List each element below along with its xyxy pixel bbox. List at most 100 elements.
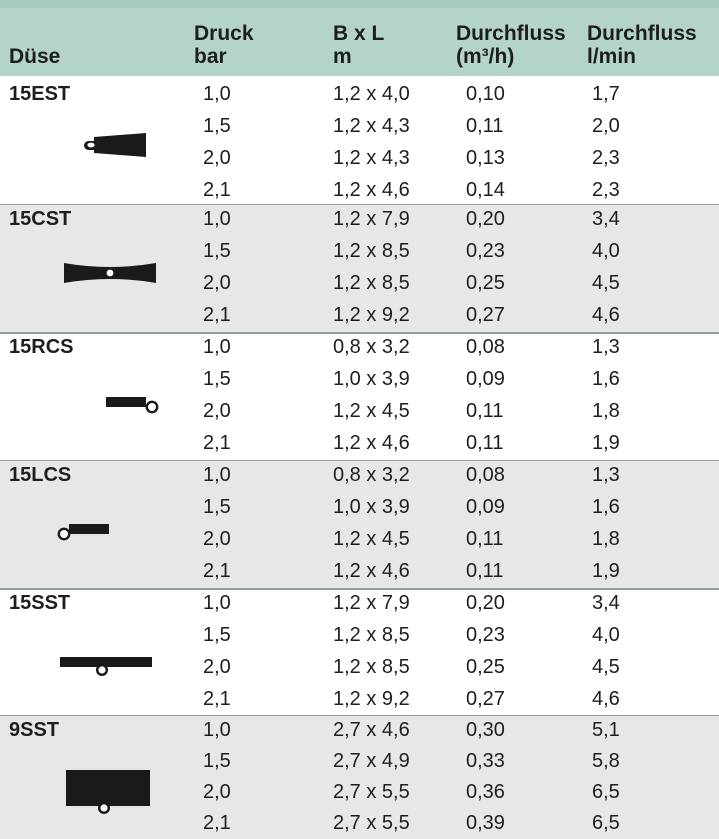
size-cell: 1,2 x 8,5 [333, 240, 410, 262]
nozzle-name: 15LCS [9, 464, 72, 486]
size-cell: 0,8 x 3,2 [333, 336, 410, 358]
flow-m3h-cell: 0,23 [466, 240, 505, 262]
flow-lmin-cell: 4,5 [592, 272, 620, 294]
flow-lmin-cell: 1,6 [592, 368, 620, 390]
flow-m3h-cell: 0,30 [466, 719, 505, 741]
flow-m3h-cell: 0,11 [466, 528, 504, 550]
size-cell: 1,2 x 4,0 [333, 83, 410, 105]
wide-side-strip-nozzle-icon [62, 768, 154, 821]
pressure-cell: 1,5 [203, 624, 231, 646]
flow-lmin-cell: 1,3 [592, 336, 620, 358]
pressure-cell: 2,1 [203, 304, 231, 326]
flow-m3h-cell: 0,20 [466, 208, 505, 230]
flow-m3h-cell: 0,39 [466, 812, 505, 834]
flow-m3h-cell: 0,10 [466, 83, 505, 105]
flow-lmin-cell: 3,4 [592, 592, 620, 614]
size-cell: 2,7 x 4,6 [333, 719, 410, 741]
pressure-cell: 2,0 [203, 656, 231, 678]
flow-lmin-cell: 2,3 [592, 147, 620, 169]
flow-m3h-cell: 0,27 [466, 688, 505, 710]
flow-lmin-cell: 4,6 [592, 304, 620, 326]
pressure-cell: 1,0 [203, 719, 231, 741]
pressure-cell: 2,0 [203, 781, 231, 803]
flow-lmin-cell: 1,8 [592, 528, 620, 550]
flow-m3h-cell: 0,09 [466, 496, 505, 518]
nozzle-group-15sst: 15SST 1,0 1,2 x 7,9 0,20 3,4 1,5 1,2 x 8,5 0,23… [0, 589, 719, 716]
pressure-cell: 1,0 [203, 336, 231, 358]
pressure-cell: 2,0 [203, 400, 231, 422]
size-cell: 1,2 x 7,9 [333, 208, 410, 230]
flow-m3h-cell: 0,36 [466, 781, 505, 803]
nozzle-group-15rcs: 15RCS 1,0 0,8 x 3,2 0,08 1,3 1,5 1,0 x 3,9 0,09… [0, 333, 719, 461]
flow-lmin-cell: 4,5 [592, 656, 620, 678]
nozzle-group-15cst: 15CST 1,0 1,2 x 7,9 0,20 3,4 1,5 1,2 x 8,5 0,23… [0, 205, 719, 333]
pressure-cell: 2,1 [203, 688, 231, 710]
center-strip-nozzle-icon [60, 259, 160, 292]
flow-lmin-cell: 3,4 [592, 208, 620, 230]
nozzle-name: 15RCS [9, 336, 74, 358]
side-strip-nozzle-icon [56, 653, 156, 684]
nozzle-name: 15SST [9, 592, 71, 614]
flow-m3h-cell: 0,08 [466, 336, 505, 358]
pressure-cell: 2,1 [203, 560, 231, 582]
table-header: Düse Druck bar B x L m Durchfluss (m³/h)… [0, 0, 719, 76]
right-corner-strip-nozzle-icon [104, 393, 162, 420]
pressure-cell: 1,0 [203, 208, 231, 230]
size-cell: 1,2 x 8,5 [333, 656, 410, 678]
group-separator [0, 332, 719, 334]
size-cell: 1,2 x 4,5 [333, 400, 410, 422]
flow-lmin-cell: 1,3 [592, 464, 620, 486]
size-cell: 1,2 x 4,3 [333, 147, 410, 169]
header-flow-m3h-line2: (m³/h) [456, 45, 515, 68]
pressure-cell: 1,5 [203, 115, 231, 137]
header-flow-m3h: Durchfluss (m³/h) [456, 22, 566, 68]
flow-m3h-cell: 0,33 [466, 750, 505, 772]
size-cell: 1,2 x 4,5 [333, 528, 410, 550]
nozzle-name: 15CST [9, 208, 72, 230]
size-cell: 2,7 x 5,5 [333, 812, 410, 834]
header-pressure-line1: Druck [194, 22, 254, 45]
end-strip-nozzle-icon [80, 132, 150, 163]
header-flow-lmin-line1: Durchfluss [587, 22, 697, 45]
header-flow-lmin-line2: l/min [587, 45, 637, 68]
flow-lmin-cell: 4,0 [592, 624, 620, 646]
flow-m3h-cell: 0,14 [466, 179, 505, 201]
pressure-cell: 1,0 [203, 592, 231, 614]
size-cell: 1,2 x 8,5 [333, 624, 410, 646]
flow-m3h-cell: 0,11 [466, 560, 504, 582]
header-size-line2: m [333, 45, 352, 68]
nozzle-name: 9SST [9, 719, 60, 741]
pressure-cell: 1,5 [203, 368, 231, 390]
size-cell: 2,7 x 5,5 [333, 781, 410, 803]
flow-m3h-cell: 0,27 [466, 304, 505, 326]
size-cell: 1,0 x 3,9 [333, 496, 410, 518]
pressure-cell: 2,1 [203, 432, 231, 454]
header-size: B x L m [333, 22, 384, 68]
flow-lmin-cell: 1,8 [592, 400, 620, 422]
nozzle-group-9sst: 9SST 1,0 2,7 x 4,6 0,30 5,1 1,5 2,7 x 4,9 0,33 5… [0, 716, 719, 839]
size-cell: 1,2 x 4,6 [333, 560, 410, 582]
pressure-cell: 1,0 [203, 83, 231, 105]
flow-lmin-cell: 2,3 [592, 179, 620, 201]
pressure-cell: 2,0 [203, 528, 231, 550]
pressure-cell: 1,0 [203, 464, 231, 486]
pressure-cell: 2,1 [203, 812, 231, 834]
nozzle-group-15lcs: 15LCS 1,0 0,8 x 3,2 0,08 1,3 1,5 1,0 x 3,9 0,09… [0, 461, 719, 589]
flow-lmin-cell: 4,0 [592, 240, 620, 262]
flow-m3h-cell: 0,25 [466, 272, 505, 294]
size-cell: 2,7 x 4,9 [333, 750, 410, 772]
flow-m3h-cell: 0,25 [466, 656, 505, 678]
header-top-strip [0, 0, 719, 8]
flow-lmin-cell: 5,8 [592, 750, 620, 772]
size-cell: 1,2 x 9,2 [333, 304, 410, 326]
flow-m3h-cell: 0,11 [466, 115, 504, 137]
flow-m3h-cell: 0,11 [466, 400, 504, 422]
flow-lmin-cell: 1,9 [592, 560, 620, 582]
pressure-cell: 2,1 [203, 179, 231, 201]
pressure-cell: 1,5 [203, 750, 231, 772]
header-pressure-line2: bar [194, 45, 227, 68]
size-cell: 1,2 x 9,2 [333, 688, 410, 710]
pressure-cell: 1,5 [203, 240, 231, 262]
size-cell: 1,2 x 4,6 [333, 432, 410, 454]
nozzle-group-15est: 15EST 1,0 1,2 x 4,0 0,10 1,7 1,5 1,2 x 4,3 0,11… [0, 80, 719, 205]
